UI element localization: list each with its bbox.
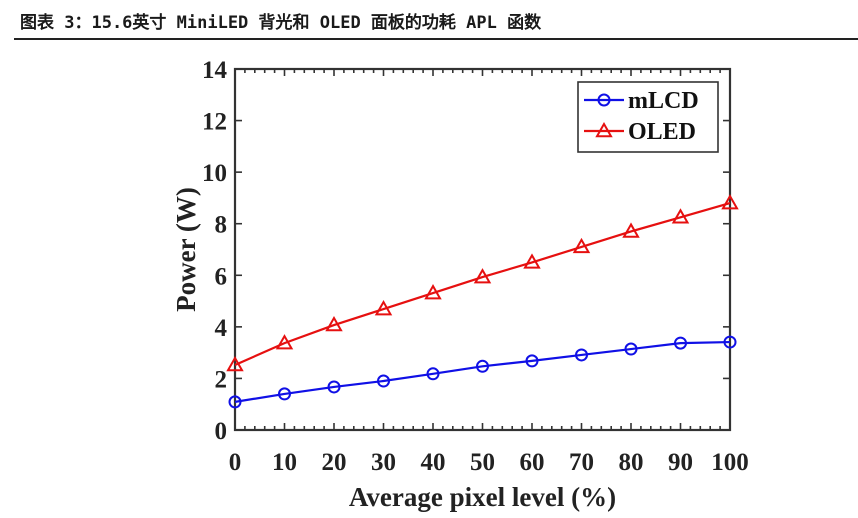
data-point-mlcd	[476, 359, 489, 373]
series-oled	[226, 194, 739, 372]
data-point-oled	[572, 237, 591, 254]
data-point-mlcd	[525, 354, 539, 368]
data-point-mlcd	[278, 387, 291, 401]
data-point-oled	[523, 253, 541, 269]
data-point-oled	[226, 356, 244, 372]
data-point-oled	[275, 334, 294, 350]
legend-item-oled: OLED	[584, 119, 696, 145]
x-tick-label: 20	[322, 449, 347, 476]
data-point-mlcd	[327, 380, 341, 394]
data-point-mlcd	[377, 374, 390, 388]
series-mlcd	[228, 335, 737, 409]
y-tick-label: 8	[215, 212, 228, 239]
y-tick-label: 10	[202, 160, 227, 187]
data-point-oled	[622, 222, 640, 238]
data-point-mlcd	[723, 335, 737, 349]
y-tick-label: 4	[215, 315, 228, 342]
y-tick-label: 14	[202, 57, 228, 84]
legend-item-mlcd: mLCD	[584, 88, 699, 114]
data-point-oled	[374, 300, 393, 316]
title-divider	[14, 38, 858, 40]
x-axis-title: Average pixel level (%)	[349, 482, 616, 512]
data-point-mlcd	[575, 348, 588, 362]
y-tick-label: 2	[215, 366, 228, 393]
series-line-oled	[234, 202, 731, 367]
x-tick-label: 50	[470, 449, 495, 476]
x-tick-label: 60	[520, 449, 545, 476]
x-tick-label: 70	[569, 449, 594, 476]
legend-label: OLED	[628, 119, 696, 145]
legend-box	[577, 81, 719, 153]
x-tick-label: 10	[272, 449, 297, 476]
x-tick-label: 30	[371, 449, 396, 476]
x-tick-label: 0	[229, 449, 242, 476]
data-point-mlcd	[426, 367, 440, 381]
x-tick-label: 90	[668, 449, 693, 476]
y-tick-label: 12	[202, 109, 227, 136]
x-tick-label: 100	[711, 449, 749, 476]
x-tick-label: 80	[619, 449, 644, 476]
series-line-mlcd	[234, 340, 731, 403]
legend-label: mLCD	[628, 88, 699, 114]
y-tick-label: 6	[215, 263, 228, 290]
y-tick-label: 0	[215, 418, 228, 445]
data-point-oled	[424, 284, 442, 300]
data-point-mlcd	[228, 395, 242, 409]
data-point-mlcd	[624, 342, 638, 356]
y-axis-title: Power (W)	[171, 187, 201, 312]
data-point-oled	[721, 194, 739, 210]
data-point-oled	[671, 208, 690, 224]
figure-title: 图表 3：15.6英寸 MiniLED 背光和 OLED 面板的功耗 APL 函…	[20, 13, 542, 33]
legend-marker	[595, 121, 613, 138]
data-point-mlcd	[674, 336, 687, 350]
data-point-oled	[325, 316, 343, 332]
data-point-oled	[473, 268, 492, 284]
legend-marker	[597, 93, 611, 107]
x-tick-label: 40	[421, 449, 446, 476]
